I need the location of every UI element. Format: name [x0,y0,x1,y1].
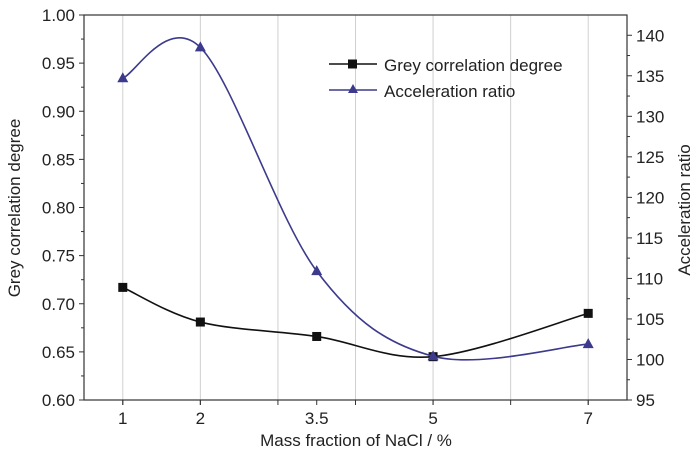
series-line-grey-correlation [122,286,589,359]
y-left-tick-label: 0.70 [42,295,75,314]
data-point-triangle [427,350,439,361]
x-tick-label: 2 [196,409,205,428]
series-line-acceleration-ratio [122,37,589,361]
y-right-tick-label: 110 [636,269,663,288]
legend: Grey correlation degree Acceleration rat… [329,56,563,101]
data-point-triangle [194,41,206,52]
y-left-tick-label: 0.85 [42,150,75,169]
y-left-tick-label: 1.00 [42,6,75,25]
x-axis-label: Mass fraction of NaCl / % [260,431,452,450]
y-right-tick-label: 125 [636,148,664,167]
data-point-square [583,308,593,318]
y-axis-right-label: Acceleration ratio [675,144,694,275]
y-left-tick-label: 0.75 [42,247,75,266]
data-point-triangle [311,265,323,276]
y-left-tick-label: 0.65 [42,343,75,362]
y-right-tick-label: 95 [636,391,655,410]
y-right-tick-label: 130 [636,107,664,126]
y-right-tick-label: 115 [636,229,663,248]
x-tick-label: 1 [118,409,127,428]
x-tick-label: 7 [583,409,592,428]
x-tick-label: 5 [428,409,437,428]
y-axis-left-label: Grey correlation degree [5,119,24,298]
data-point-square [312,331,322,341]
legend-label-grey: Grey correlation degree [384,56,563,75]
y-right-tick-label: 120 [636,188,664,207]
y-left-tick-label: 0.95 [42,54,75,73]
data-point-triangle [582,338,594,349]
legend-label-acceleration: Acceleration ratio [384,82,515,101]
data-point-triangle [117,72,129,83]
y-right-tick-label: 135 [636,67,664,86]
legend-triangle-marker [348,84,358,93]
legend-square-marker [348,59,357,69]
y-left-tick-label: 0.60 [42,391,75,410]
y-left-tick-label: 0.90 [42,102,75,121]
y-left-tick-label: 0.80 [42,199,75,218]
y-right-tick-label: 100 [636,350,664,369]
data-point-square [118,282,128,292]
data-point-square [195,317,205,327]
x-tick-label: 3.5 [305,409,329,428]
y-right-tick-label: 105 [636,310,664,329]
y-right-tick-label: 140 [636,26,664,45]
